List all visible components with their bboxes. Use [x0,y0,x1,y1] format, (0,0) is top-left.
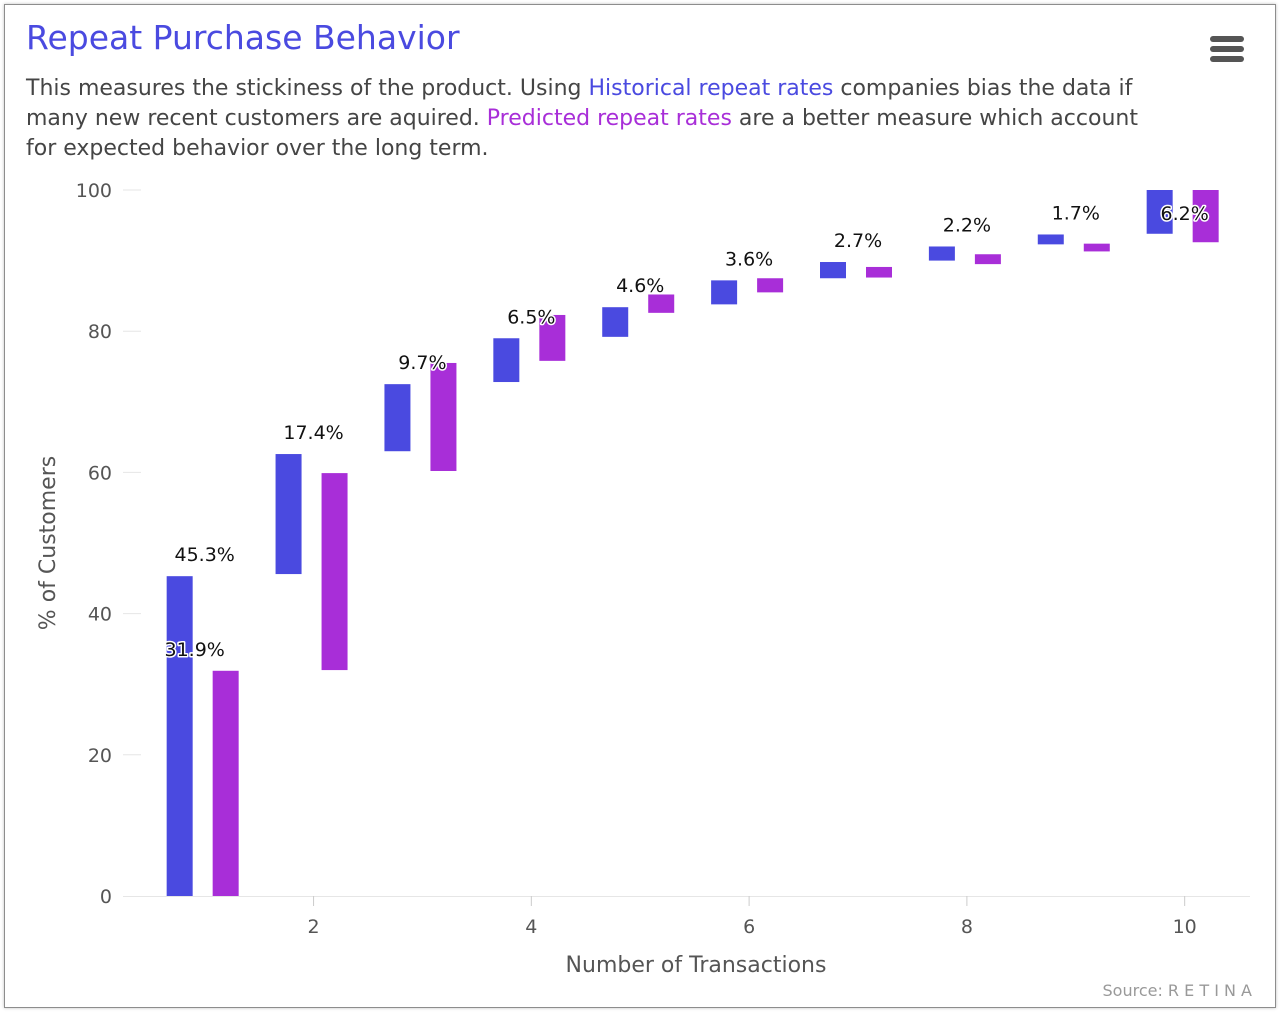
historical-repeat-rates-highlight: Historical repeat rates [588,76,834,101]
menu-line [1210,56,1244,62]
chart-title: Repeat Purchase Behavior [26,18,460,57]
menu-line [1210,46,1244,52]
grid-lines [123,189,1250,756]
chart-subtitle: This measures the stickiness of the prod… [26,74,1166,164]
subtitle-text-1: This measures the stickiness of the prod… [26,76,589,101]
historical-data-label: 45.3% [174,544,234,566]
x-tick-label: 8 [961,916,973,938]
predicted-bar[interactable] [648,294,675,313]
predicted-bar[interactable] [321,473,348,671]
historical-bar[interactable] [166,576,193,896]
historical-data-label: 3.6% [725,248,773,270]
historical-data-label: 4.6% [616,275,664,297]
historical-data-label: 17.4% [283,422,343,444]
historical-data-label: 6.5% [507,306,555,328]
bars [166,190,1219,896]
historical-bar[interactable] [1037,234,1064,245]
historical-bar[interactable] [711,280,738,305]
y-tick-label: 20 [88,745,112,767]
y-axis-title: % of Customers [36,456,61,630]
subtitle-text-2: companies bias the data if many new rece… [26,76,1133,131]
subtitle-text-3: are a better measure which account for e… [26,106,1138,161]
historical-data-label: 1.7% [1052,202,1100,224]
axes: 0 20 40 60 80 100 2 4 6 8 10 [76,180,1250,938]
predicted-bar[interactable] [1083,243,1110,252]
predicted-bar[interactable] [866,266,892,278]
menu-line [1210,36,1244,42]
x-tick-label: 4 [525,916,537,938]
historical-bar[interactable] [602,307,629,337]
predicted-bar[interactable] [1192,190,1219,243]
y-tick-label: 100 [76,180,112,202]
predicted-bar[interactable] [212,670,239,896]
historical-bar[interactable] [384,384,411,452]
historical-data-label: 9.7% [398,352,446,374]
predicted-bar[interactable] [974,254,1001,265]
historical-bar[interactable] [820,262,846,279]
predicted-bar[interactable] [539,314,566,361]
y-tick-label: 60 [88,462,112,484]
y-tick-label: 0 [100,886,112,908]
predicted-bar[interactable] [757,278,784,293]
y-tick-label: 80 [88,321,112,343]
x-tick-label: 10 [1173,916,1197,938]
historical-bar[interactable] [928,246,955,261]
historical-bar[interactable] [493,338,520,383]
x-tick-label: 6 [743,916,755,938]
historical-bar[interactable] [275,454,302,575]
historical-data-label: 2.2% [943,214,991,236]
x-tick-label: 2 [308,916,320,938]
data-labels: 45.3% 17.4% 9.7% 6.5% 4.6% 3.6% 2.7% 2.2% 1.7% 6.… [163,201,1210,662]
source-credit[interactable]: Source: R E T I N A [1102,981,1253,1000]
historical-data-label: 2.7% [834,230,882,252]
y-tick-label: 40 [88,604,112,626]
x-axis-title: Number of Transactions [566,953,827,978]
predicted-repeat-rates-highlight: Predicted repeat rates [486,106,732,131]
predicted-bar[interactable] [430,362,457,471]
historical-bar[interactable] [1146,190,1173,234]
predicted-data-label: 31.9% [164,639,224,661]
hamburger-menu-icon[interactable] [1208,34,1246,64]
historical-data-label: 6.2% [1161,203,1209,225]
